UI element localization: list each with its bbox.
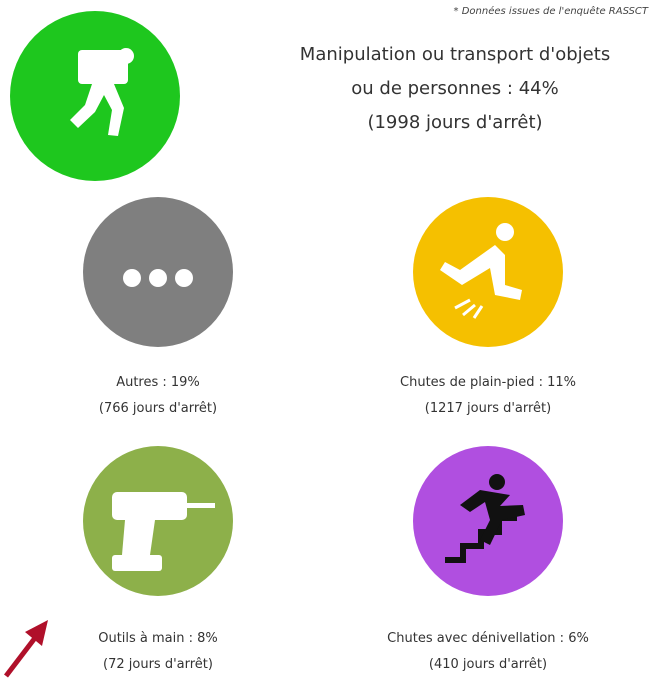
item-label: (410 jours d'arrêt) [429,657,547,672]
icon-other [83,197,233,347]
icon-handling [10,11,180,181]
item-label: Manipulation ou transport d'objets [300,44,610,65]
item-label: ou de personnes : 44% [351,78,558,99]
item-label: (72 jours d'arrêt) [103,657,213,672]
icon-tools [83,446,233,596]
item-label: (1217 jours d'arrêt) [425,401,551,416]
item-label: (766 jours d'arrêt) [99,401,217,416]
item-label: (1998 jours d'arrêt) [367,112,542,133]
icon-fall-stairs [413,446,563,596]
icon-slip [413,197,563,347]
source-note: * Données issues de l'enquête RASSCT [454,5,649,17]
item-label: Autres : 19% [116,375,200,390]
item-label: Chutes de plain-pied : 11% [400,375,576,390]
pointer-arrow [4,620,48,678]
item-label: Chutes avec dénivellation : 6% [387,631,589,646]
item-label: Outils à main : 8% [98,631,218,646]
